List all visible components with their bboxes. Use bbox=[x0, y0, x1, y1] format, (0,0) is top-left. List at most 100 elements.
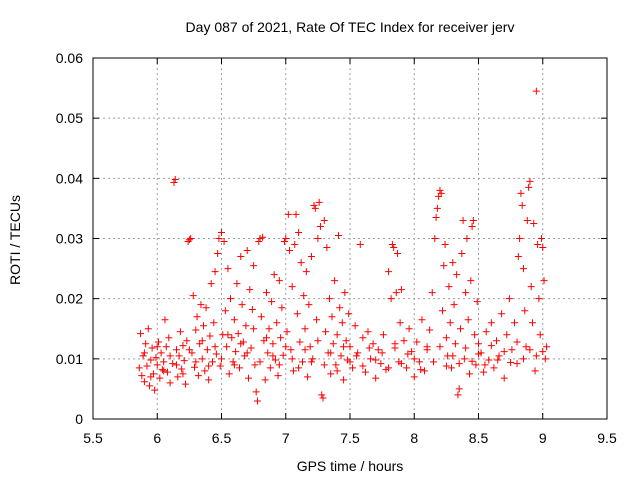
data-point bbox=[279, 351, 287, 359]
data-point bbox=[377, 360, 385, 368]
data-point bbox=[517, 189, 525, 197]
data-point bbox=[192, 358, 200, 366]
y-tick-label: 0.03 bbox=[56, 231, 83, 247]
data-point bbox=[521, 307, 529, 315]
data-point bbox=[526, 346, 534, 354]
data-point bbox=[449, 259, 457, 267]
data-point bbox=[436, 343, 444, 351]
data-point bbox=[228, 334, 236, 342]
data-point bbox=[311, 204, 319, 212]
data-point bbox=[532, 87, 540, 95]
data-point bbox=[256, 358, 264, 366]
data-point bbox=[471, 331, 479, 339]
data-point bbox=[385, 268, 393, 276]
data-point bbox=[361, 368, 369, 376]
data-point bbox=[146, 382, 154, 390]
data-point bbox=[338, 319, 346, 327]
data-point bbox=[173, 361, 181, 369]
data-point bbox=[467, 277, 475, 285]
data-point bbox=[176, 328, 184, 336]
data-point bbox=[388, 241, 396, 249]
data-point bbox=[457, 325, 465, 333]
data-point bbox=[323, 244, 331, 252]
data-point bbox=[352, 352, 360, 360]
data-point bbox=[535, 295, 543, 303]
data-point bbox=[237, 340, 245, 348]
data-point bbox=[442, 362, 450, 370]
data-point bbox=[410, 373, 418, 381]
data-point bbox=[265, 325, 273, 333]
x-tick-label: 9.5 bbox=[597, 430, 617, 446]
data-point bbox=[332, 361, 340, 369]
y-tick-label: 0.06 bbox=[56, 50, 83, 66]
data-point bbox=[216, 362, 224, 370]
data-point bbox=[158, 366, 166, 374]
data-point bbox=[234, 330, 242, 338]
data-point bbox=[269, 340, 277, 348]
data-point bbox=[436, 186, 444, 194]
data-point bbox=[284, 210, 292, 218]
data-point bbox=[514, 253, 522, 261]
data-point bbox=[164, 368, 172, 376]
data-point bbox=[156, 374, 164, 382]
data-point bbox=[137, 330, 145, 338]
data-point bbox=[211, 343, 219, 351]
data-point bbox=[207, 280, 215, 288]
data-point bbox=[441, 241, 449, 249]
data-point bbox=[209, 358, 217, 366]
data-point bbox=[507, 358, 515, 366]
data-point bbox=[325, 295, 333, 303]
data-point bbox=[191, 363, 199, 371]
data-point bbox=[271, 356, 279, 364]
data-point bbox=[229, 358, 237, 366]
data-point bbox=[298, 358, 306, 366]
data-point bbox=[182, 380, 190, 388]
data-point bbox=[197, 301, 205, 309]
data-point bbox=[157, 349, 165, 357]
data-point bbox=[318, 391, 326, 399]
data-point bbox=[205, 376, 213, 384]
data-point bbox=[242, 322, 250, 330]
data-point bbox=[356, 241, 364, 249]
data-point bbox=[314, 235, 322, 242]
data-point bbox=[516, 235, 524, 242]
data-point bbox=[487, 342, 495, 350]
data-point bbox=[367, 355, 375, 363]
data-point bbox=[446, 319, 454, 327]
data-point bbox=[468, 222, 476, 230]
data-point bbox=[153, 361, 161, 369]
data-point bbox=[274, 372, 282, 380]
data-point bbox=[310, 201, 318, 209]
data-point bbox=[282, 235, 290, 242]
data-point bbox=[251, 361, 259, 369]
data-point bbox=[304, 373, 312, 381]
data-point bbox=[243, 349, 251, 357]
data-point bbox=[378, 349, 386, 357]
data-point bbox=[490, 364, 498, 372]
data-point bbox=[451, 340, 459, 348]
data-point bbox=[532, 352, 540, 360]
data-point bbox=[193, 313, 201, 321]
data-point bbox=[333, 367, 341, 375]
grid-layer bbox=[93, 58, 607, 419]
data-point bbox=[225, 370, 233, 378]
data-point bbox=[201, 367, 209, 375]
data-point bbox=[280, 238, 288, 246]
data-point bbox=[541, 355, 549, 363]
data-point bbox=[404, 350, 412, 358]
data-point bbox=[220, 238, 228, 246]
data-point bbox=[171, 176, 179, 184]
data-point bbox=[500, 374, 508, 382]
data-point bbox=[437, 189, 445, 197]
data-point bbox=[235, 364, 243, 372]
data-point bbox=[162, 343, 170, 351]
data-point bbox=[246, 286, 254, 294]
data-point bbox=[262, 334, 270, 342]
data-point bbox=[151, 386, 159, 394]
data-point bbox=[523, 216, 531, 224]
data-point bbox=[432, 213, 440, 221]
data-point bbox=[534, 241, 542, 249]
data-point bbox=[278, 304, 286, 312]
data-point bbox=[392, 289, 400, 297]
data-point bbox=[215, 235, 223, 242]
